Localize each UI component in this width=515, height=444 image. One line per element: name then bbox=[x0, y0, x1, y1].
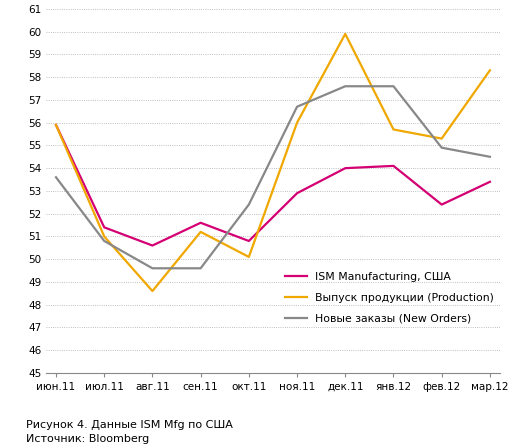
ISM Manufacturing, США bbox=[246, 238, 252, 244]
ISM Manufacturing, США bbox=[294, 190, 300, 196]
Новые заказы (New Orders) bbox=[439, 145, 445, 151]
ISM Manufacturing, США bbox=[390, 163, 397, 169]
Выпуск продукции (Production) bbox=[149, 288, 156, 293]
ISM Manufacturing, США bbox=[101, 225, 107, 230]
Выпуск продукции (Production) bbox=[101, 234, 107, 239]
ISM Manufacturing, США bbox=[198, 220, 204, 226]
Text: Источник: Bloomberg: Источник: Bloomberg bbox=[26, 434, 149, 444]
ISM Manufacturing, США bbox=[439, 202, 445, 207]
ISM Manufacturing, США bbox=[53, 122, 59, 127]
Новые заказы (New Orders) bbox=[53, 174, 59, 180]
Новые заказы (New Orders) bbox=[294, 104, 300, 109]
Новые заказы (New Orders) bbox=[246, 202, 252, 207]
Выпуск продукции (Production) bbox=[439, 136, 445, 141]
Выпуск продукции (Production) bbox=[294, 120, 300, 125]
ISM Manufacturing, США bbox=[342, 166, 348, 171]
Новые заказы (New Orders) bbox=[198, 266, 204, 271]
Выпуск продукции (Production) bbox=[390, 127, 397, 132]
Line: Выпуск продукции (Production): Выпуск продукции (Production) bbox=[56, 34, 490, 291]
Новые заказы (New Orders) bbox=[149, 266, 156, 271]
Line: ISM Manufacturing, США: ISM Manufacturing, США bbox=[56, 125, 490, 246]
Новые заказы (New Orders) bbox=[342, 83, 348, 89]
ISM Manufacturing, США bbox=[149, 243, 156, 248]
Новые заказы (New Orders) bbox=[487, 154, 493, 159]
Выпуск продукции (Production) bbox=[342, 31, 348, 36]
Новые заказы (New Orders) bbox=[390, 83, 397, 89]
Выпуск продукции (Production) bbox=[53, 122, 59, 127]
Выпуск продукции (Production) bbox=[487, 67, 493, 73]
Text: Рисунок 4. Данные ISM Mfg по США: Рисунок 4. Данные ISM Mfg по США bbox=[26, 420, 233, 430]
Line: Новые заказы (New Orders): Новые заказы (New Orders) bbox=[56, 86, 490, 268]
Legend: ISM Manufacturing, США, Выпуск продукции (Production), Новые заказы (New Orders): ISM Manufacturing, США, Выпуск продукции… bbox=[285, 272, 494, 324]
Выпуск продукции (Production) bbox=[246, 254, 252, 260]
Выпуск продукции (Production) bbox=[198, 229, 204, 234]
Новые заказы (New Orders) bbox=[101, 238, 107, 244]
ISM Manufacturing, США bbox=[487, 179, 493, 185]
